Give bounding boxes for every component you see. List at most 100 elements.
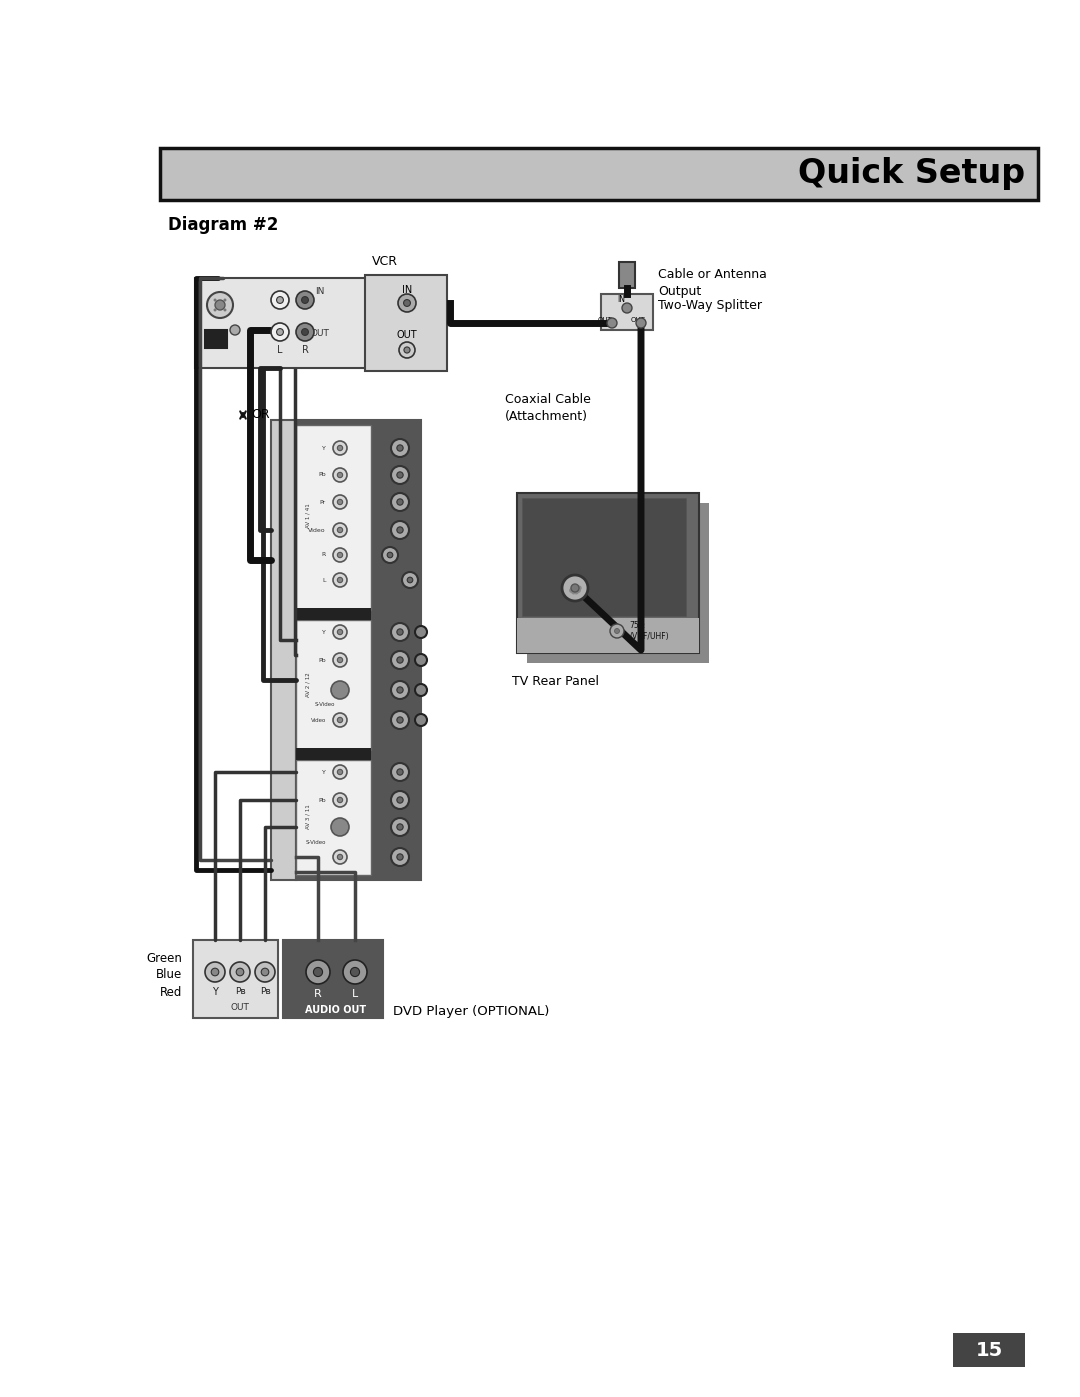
Circle shape (391, 521, 409, 539)
Text: Y: Y (322, 770, 326, 774)
Text: Y: Y (322, 446, 326, 450)
Text: IN: IN (315, 288, 325, 296)
Circle shape (337, 527, 342, 532)
Circle shape (301, 296, 309, 303)
Text: Pb: Pb (319, 798, 326, 802)
Text: AV 2 / 12: AV 2 / 12 (306, 672, 311, 697)
Circle shape (330, 680, 349, 698)
Circle shape (337, 770, 342, 775)
FancyBboxPatch shape (600, 293, 653, 330)
Text: AUDIO OUT: AUDIO OUT (306, 1004, 366, 1016)
Circle shape (337, 855, 342, 859)
Circle shape (212, 968, 219, 975)
FancyBboxPatch shape (296, 760, 372, 875)
Text: AV 1 / 41: AV 1 / 41 (306, 504, 311, 528)
Circle shape (396, 717, 403, 724)
Text: OUT: OUT (230, 1003, 249, 1013)
Text: Pb: Pb (319, 658, 326, 662)
FancyBboxPatch shape (193, 940, 278, 1018)
Circle shape (337, 798, 342, 803)
Circle shape (396, 527, 403, 534)
Circle shape (276, 328, 283, 335)
FancyBboxPatch shape (522, 497, 686, 616)
Circle shape (391, 493, 409, 511)
FancyBboxPatch shape (619, 263, 635, 288)
Circle shape (333, 766, 347, 780)
Circle shape (391, 680, 409, 698)
Text: Pr: Pr (320, 500, 326, 504)
Circle shape (415, 685, 427, 696)
Text: Video: Video (311, 718, 326, 722)
Circle shape (255, 963, 275, 982)
Circle shape (562, 576, 588, 601)
Text: OUT: OUT (311, 328, 329, 338)
Circle shape (301, 328, 309, 335)
Circle shape (333, 573, 347, 587)
Text: IN: IN (617, 295, 625, 303)
FancyBboxPatch shape (195, 278, 380, 367)
Circle shape (330, 819, 349, 835)
Circle shape (573, 590, 579, 595)
Circle shape (207, 292, 233, 319)
Circle shape (396, 768, 403, 775)
Text: R: R (322, 552, 326, 557)
FancyBboxPatch shape (283, 940, 383, 1018)
Text: OUT: OUT (631, 317, 646, 323)
Circle shape (205, 963, 225, 982)
Text: Video: Video (309, 528, 326, 532)
Circle shape (415, 626, 427, 638)
Circle shape (333, 652, 347, 666)
Circle shape (396, 824, 403, 830)
Text: VCR: VCR (372, 256, 399, 268)
Text: S-Video: S-Video (306, 840, 326, 845)
Circle shape (622, 303, 632, 313)
Text: Pʙ: Pʙ (234, 988, 245, 996)
Circle shape (237, 968, 244, 975)
Circle shape (214, 299, 217, 302)
Text: OUT: OUT (396, 330, 417, 339)
Circle shape (333, 548, 347, 562)
Circle shape (337, 552, 342, 557)
Circle shape (214, 309, 217, 312)
Text: Y: Y (322, 630, 326, 634)
Circle shape (313, 968, 323, 977)
Circle shape (333, 712, 347, 726)
Text: 75Ω
(VHF/UHF): 75Ω (VHF/UHF) (629, 622, 669, 641)
Circle shape (337, 577, 342, 583)
Text: Pʙ: Pʙ (259, 988, 270, 996)
Circle shape (396, 854, 403, 861)
Circle shape (396, 687, 403, 693)
Circle shape (337, 717, 342, 722)
FancyBboxPatch shape (296, 425, 372, 610)
Circle shape (350, 968, 360, 977)
Circle shape (396, 444, 403, 451)
Text: L: L (352, 989, 359, 999)
Text: Y: Y (212, 988, 218, 997)
Circle shape (577, 585, 582, 591)
Circle shape (230, 326, 240, 335)
Circle shape (333, 793, 347, 807)
Circle shape (215, 300, 225, 310)
Circle shape (333, 468, 347, 482)
Circle shape (296, 291, 314, 309)
Circle shape (615, 629, 620, 633)
Circle shape (396, 499, 403, 506)
Text: OUT: OUT (597, 317, 612, 323)
FancyBboxPatch shape (160, 148, 1038, 200)
Text: Pb: Pb (319, 472, 326, 478)
Circle shape (571, 584, 579, 592)
Circle shape (388, 552, 393, 557)
Text: IN: IN (402, 285, 413, 295)
Circle shape (415, 654, 427, 666)
Circle shape (271, 323, 289, 341)
Circle shape (391, 763, 409, 781)
Circle shape (576, 588, 581, 592)
Text: Two-Way Splitter: Two-Way Splitter (658, 299, 762, 312)
Text: L: L (323, 577, 326, 583)
Circle shape (571, 590, 577, 595)
FancyBboxPatch shape (205, 330, 227, 348)
FancyBboxPatch shape (517, 617, 699, 652)
Circle shape (404, 299, 410, 306)
Circle shape (415, 714, 427, 726)
Text: S-Video: S-Video (314, 701, 335, 707)
